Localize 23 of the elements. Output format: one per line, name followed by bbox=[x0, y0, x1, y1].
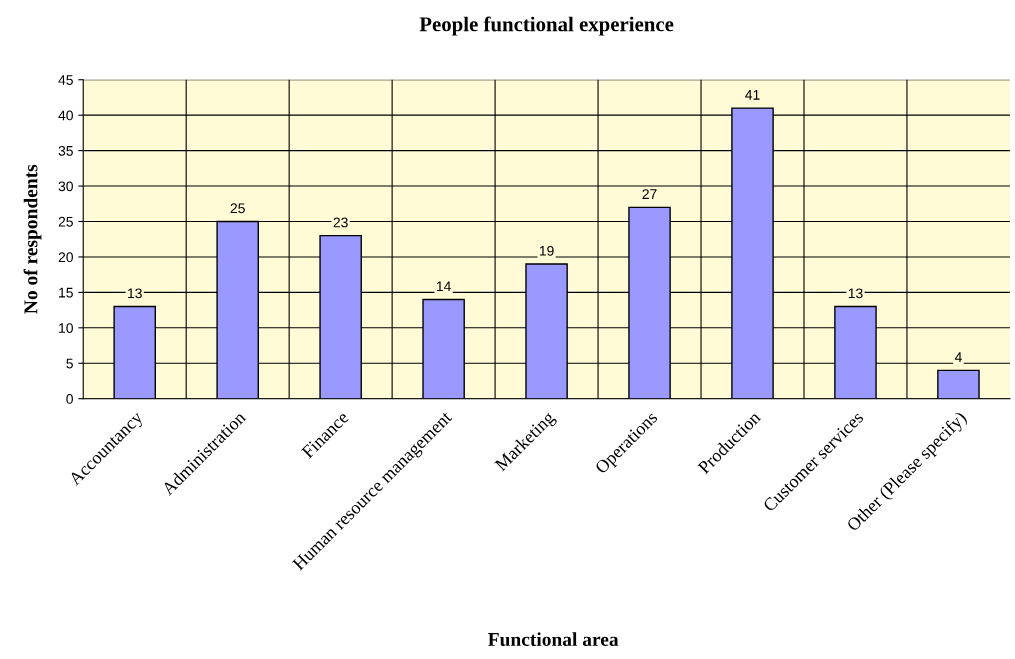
y-tick-label: 0 bbox=[66, 394, 73, 404]
data-label: 27 bbox=[642, 189, 657, 199]
data-label: 41 bbox=[745, 90, 760, 100]
y-tick-label: 5 bbox=[66, 358, 73, 369]
data-label: 25 bbox=[230, 203, 245, 214]
data-label: 4 bbox=[954, 352, 962, 362]
y-tick-label: 35 bbox=[58, 145, 73, 156]
bar bbox=[937, 369, 980, 399]
y-tick-label: 45 bbox=[58, 75, 73, 85]
data-label: 14 bbox=[436, 281, 451, 292]
y-tick-label: 10 bbox=[59, 323, 73, 333]
y-tick-label: 15 bbox=[59, 287, 73, 298]
x-axis-title: Functional area bbox=[488, 632, 619, 647]
y-axis-title: No of respondents bbox=[23, 164, 42, 314]
y-tick-label: 30 bbox=[58, 181, 73, 192]
y-tick-label: 25 bbox=[58, 216, 73, 227]
data-label: 23 bbox=[333, 217, 348, 228]
y-tick-label: 20 bbox=[58, 252, 73, 263]
data-label: 19 bbox=[539, 245, 554, 256]
y-tick-label: 40 bbox=[58, 110, 73, 121]
chart-title: People functional experience bbox=[419, 16, 674, 36]
data-label: 13 bbox=[848, 288, 863, 299]
data-label: 13 bbox=[128, 288, 142, 299]
